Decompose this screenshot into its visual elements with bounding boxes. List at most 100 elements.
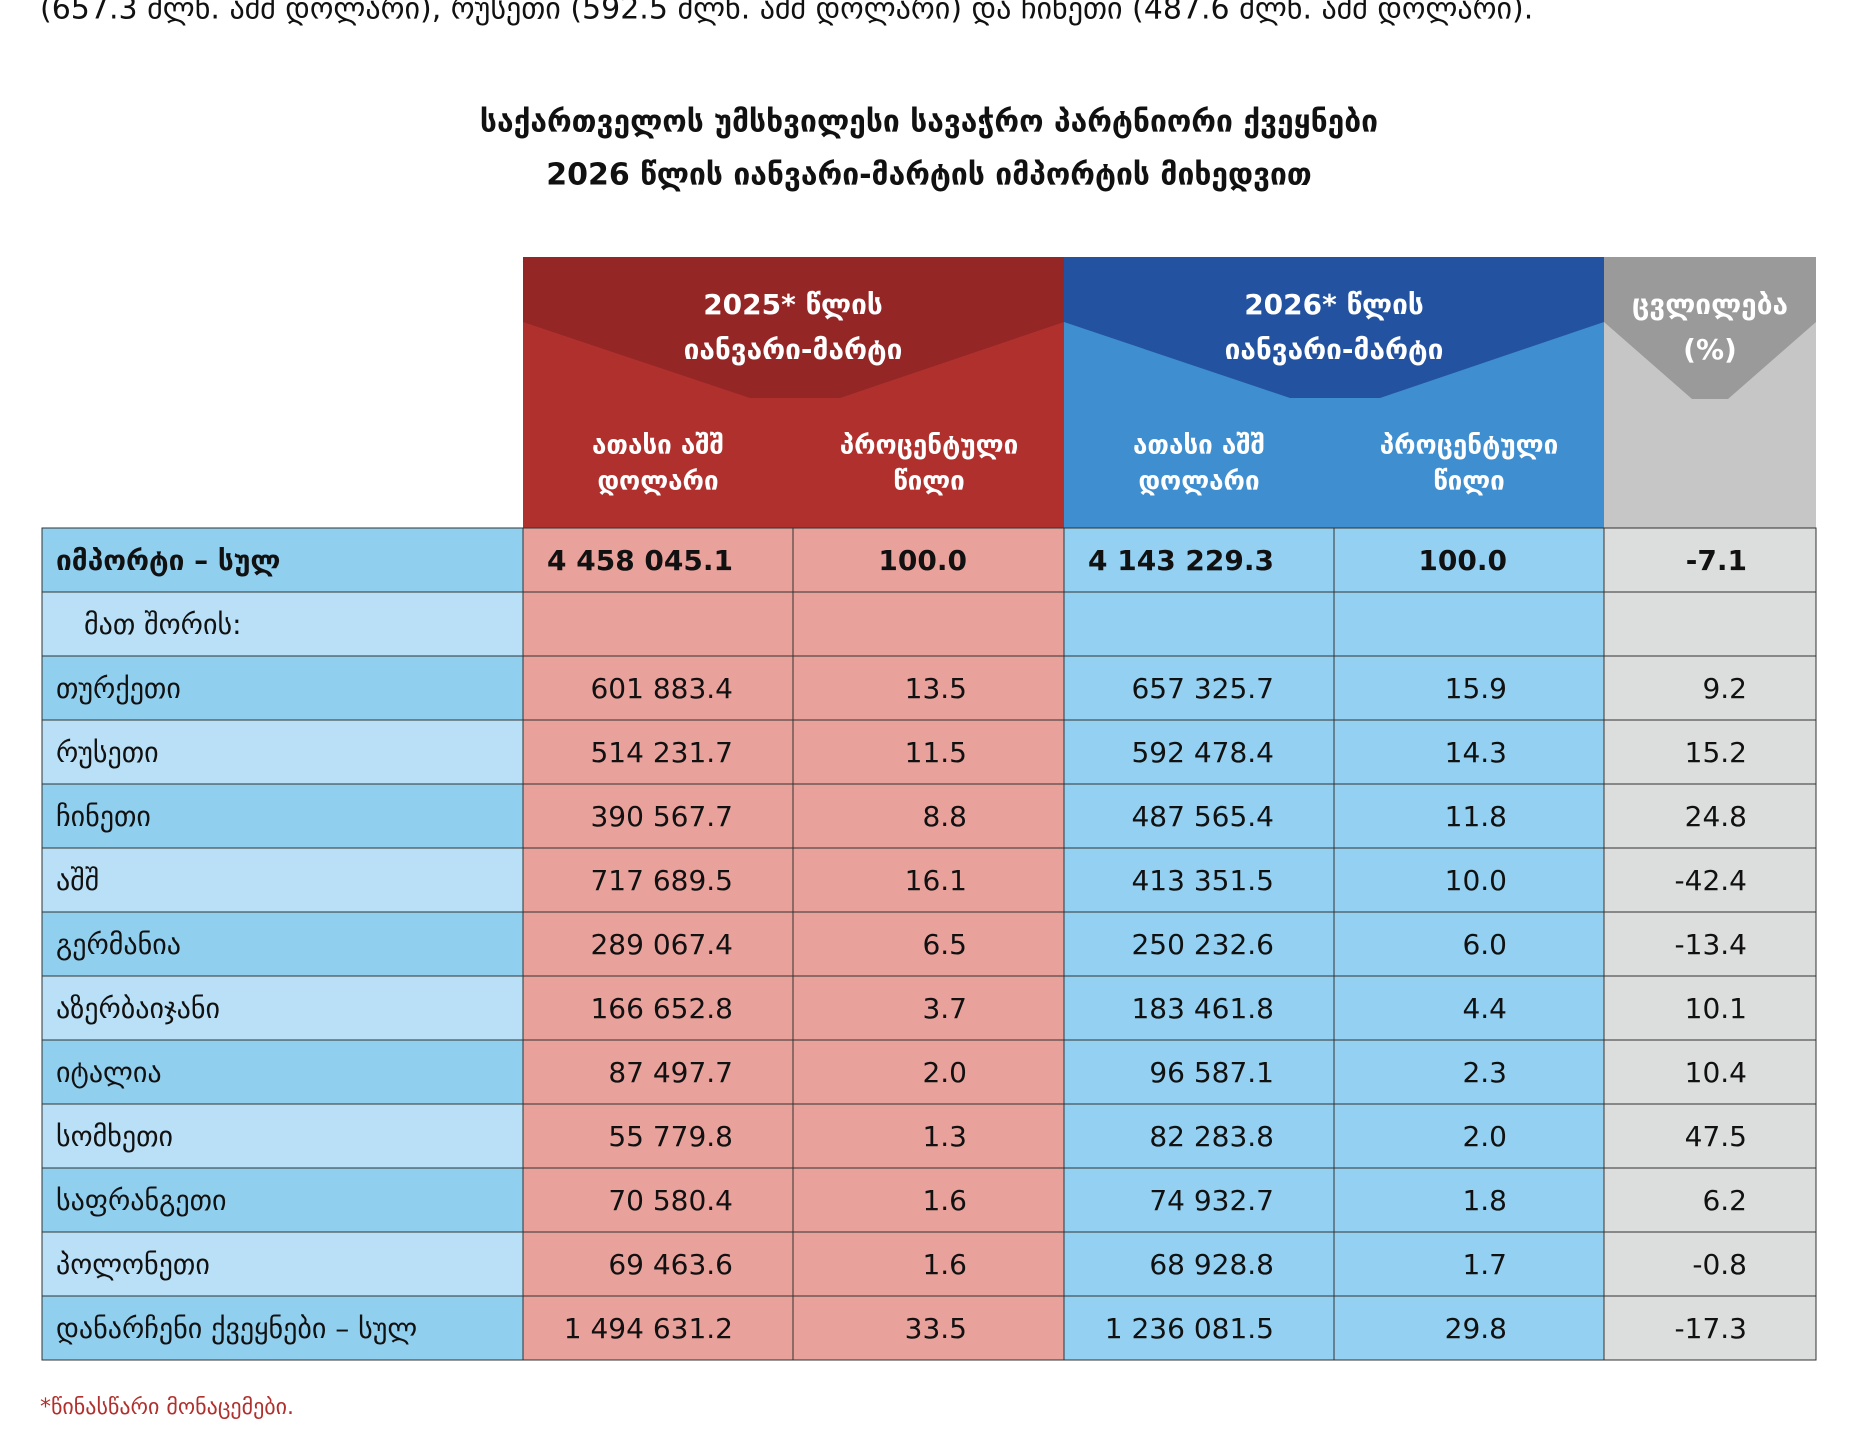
title-line: საქართველოს უმსხვილესი სავაჭრო პარტნიორი…	[480, 105, 1378, 140]
cell-value: 1.6	[922, 1184, 967, 1217]
row-label: თურქეთი	[56, 672, 181, 705]
table-cell	[522, 783, 794, 849]
table-cell	[1333, 527, 1605, 593]
cell-value: 8.8	[922, 800, 967, 833]
table-cell	[1063, 1231, 1335, 1297]
table-cell	[41, 1103, 524, 1169]
table-cell	[1603, 719, 1817, 785]
cell-value: -13.4	[1675, 928, 1747, 961]
subheader-label: პროცენტული	[840, 431, 1019, 461]
cell-value: 2.0	[1462, 1120, 1507, 1153]
table-cell	[1603, 847, 1817, 913]
cell-value: 183 461.8	[1131, 992, 1274, 1025]
table-cell	[1063, 1103, 1335, 1169]
row-label: პოლონეთი	[56, 1248, 210, 1281]
cell-value: -7.1	[1686, 544, 1747, 577]
table-cell	[792, 1231, 1065, 1297]
cell-value: 6.5	[922, 928, 967, 961]
subheader-label: წილი	[1433, 467, 1505, 497]
subheader-label: დოლარი	[1138, 467, 1259, 497]
cell-value: 413 351.5	[1131, 864, 1274, 897]
cell-value: 289 067.4	[590, 928, 733, 961]
table-cell	[41, 1295, 524, 1361]
header-label: 2026* წლის	[1244, 288, 1424, 321]
row-label: იტალია	[56, 1056, 162, 1089]
table-cell	[1063, 783, 1335, 849]
table-cell	[792, 527, 1065, 593]
cell-value: 4 143 229.3	[1088, 544, 1274, 577]
table-cell	[1333, 655, 1605, 721]
cell-value: 15.9	[1445, 672, 1507, 705]
cell-value: 55 779.8	[608, 1120, 733, 1153]
cell-value: 100.0	[878, 544, 967, 577]
cell-value: -42.4	[1675, 864, 1747, 897]
header-label: იანვარი-მარტი	[1225, 333, 1444, 366]
cell-value: 15.2	[1685, 736, 1747, 769]
table-cell	[1333, 1103, 1605, 1169]
table-cell	[792, 719, 1065, 785]
row-label: აზერბაიჯანი	[56, 992, 220, 1025]
header-label: (%)	[1683, 333, 1737, 366]
cell-value: 33.5	[905, 1312, 967, 1345]
table-cell	[792, 1167, 1065, 1233]
table-cell	[1333, 1231, 1605, 1297]
cell-value: 70 580.4	[608, 1184, 733, 1217]
footnote: *წინასწარი მონაცემები.	[40, 1395, 294, 1420]
cell-value: 2.3	[1462, 1056, 1507, 1089]
table-cell	[522, 1231, 794, 1297]
row-label: იმპორტი – სულ	[56, 544, 280, 577]
table-cell	[1333, 591, 1605, 657]
cell-value: 4.4	[1462, 992, 1507, 1025]
table-cell	[792, 655, 1065, 721]
cell-value: 29.8	[1445, 1312, 1507, 1345]
table-cell	[522, 847, 794, 913]
table-cell	[792, 847, 1065, 913]
table-cell	[792, 911, 1065, 977]
cell-value: 24.8	[1685, 800, 1747, 833]
row-label: აშშ	[56, 864, 99, 897]
subheader-label: ათასი აშშ	[1133, 431, 1265, 461]
table-cell	[1333, 783, 1605, 849]
table-cell	[41, 783, 524, 849]
table-cell	[1063, 847, 1335, 913]
table-cell	[792, 591, 1065, 657]
cell-value: 1.6	[922, 1248, 967, 1281]
header-label: ცვლილება	[1632, 288, 1788, 321]
cell-value: 87 497.7	[608, 1056, 733, 1089]
table-cell	[522, 655, 794, 721]
header-label: 2025* წლის	[703, 288, 883, 321]
cell-value: 6.0	[1462, 928, 1507, 961]
table-cell	[41, 591, 524, 657]
row-label: გერმანია	[56, 928, 181, 961]
table-cell	[41, 655, 524, 721]
row-label: დანარჩენი ქვეყნები – სულ	[56, 1312, 417, 1345]
cell-value: 82 283.8	[1149, 1120, 1274, 1153]
table-cell	[1603, 1039, 1817, 1105]
table-cell	[1603, 911, 1817, 977]
table-cell	[522, 719, 794, 785]
table-cell	[522, 1167, 794, 1233]
cell-value: 250 232.6	[1131, 928, 1274, 961]
cell-value: 10.1	[1685, 992, 1747, 1025]
table-cell	[522, 911, 794, 977]
table-cell	[41, 911, 524, 977]
cell-value: 166 652.8	[590, 992, 733, 1025]
cell-value: 47.5	[1685, 1120, 1747, 1153]
cell-value: 6.2	[1702, 1184, 1747, 1217]
cell-value: 9.2	[1702, 672, 1747, 705]
cell-value: 14.3	[1445, 736, 1507, 769]
subheader-label: წილი	[893, 467, 965, 497]
cell-value: -17.3	[1675, 1312, 1747, 1345]
cell-value: 1.3	[922, 1120, 967, 1153]
header-chevron-change	[1604, 257, 1816, 399]
cell-value: 68 928.8	[1149, 1248, 1274, 1281]
cell-value: 4 458 045.1	[547, 544, 733, 577]
table-cell	[1603, 1295, 1817, 1361]
cell-value: 11.8	[1445, 800, 1507, 833]
table-cell	[522, 591, 794, 657]
table-cell	[1063, 1295, 1335, 1361]
cell-value: 16.1	[905, 864, 967, 897]
row-label: მათ შორის:	[84, 608, 242, 641]
table-cell	[1603, 591, 1817, 657]
